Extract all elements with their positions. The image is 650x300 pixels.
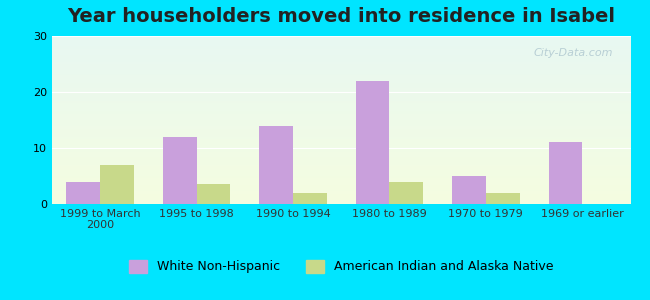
Legend: White Non-Hispanic, American Indian and Alaska Native: White Non-Hispanic, American Indian and … — [124, 255, 559, 278]
Bar — [486, 193, 519, 204]
Bar — [549, 142, 582, 204]
Bar — [389, 182, 423, 204]
Bar — [196, 184, 230, 204]
Bar — [100, 165, 134, 204]
Bar — [293, 193, 327, 204]
Bar — [259, 126, 293, 204]
Text: City-Data.com: City-Data.com — [534, 48, 613, 58]
Bar — [356, 81, 389, 204]
Title: Year householders moved into residence in Isabel: Year householders moved into residence i… — [67, 7, 616, 26]
Bar — [66, 182, 100, 204]
Bar — [452, 176, 486, 204]
Bar — [163, 137, 196, 204]
